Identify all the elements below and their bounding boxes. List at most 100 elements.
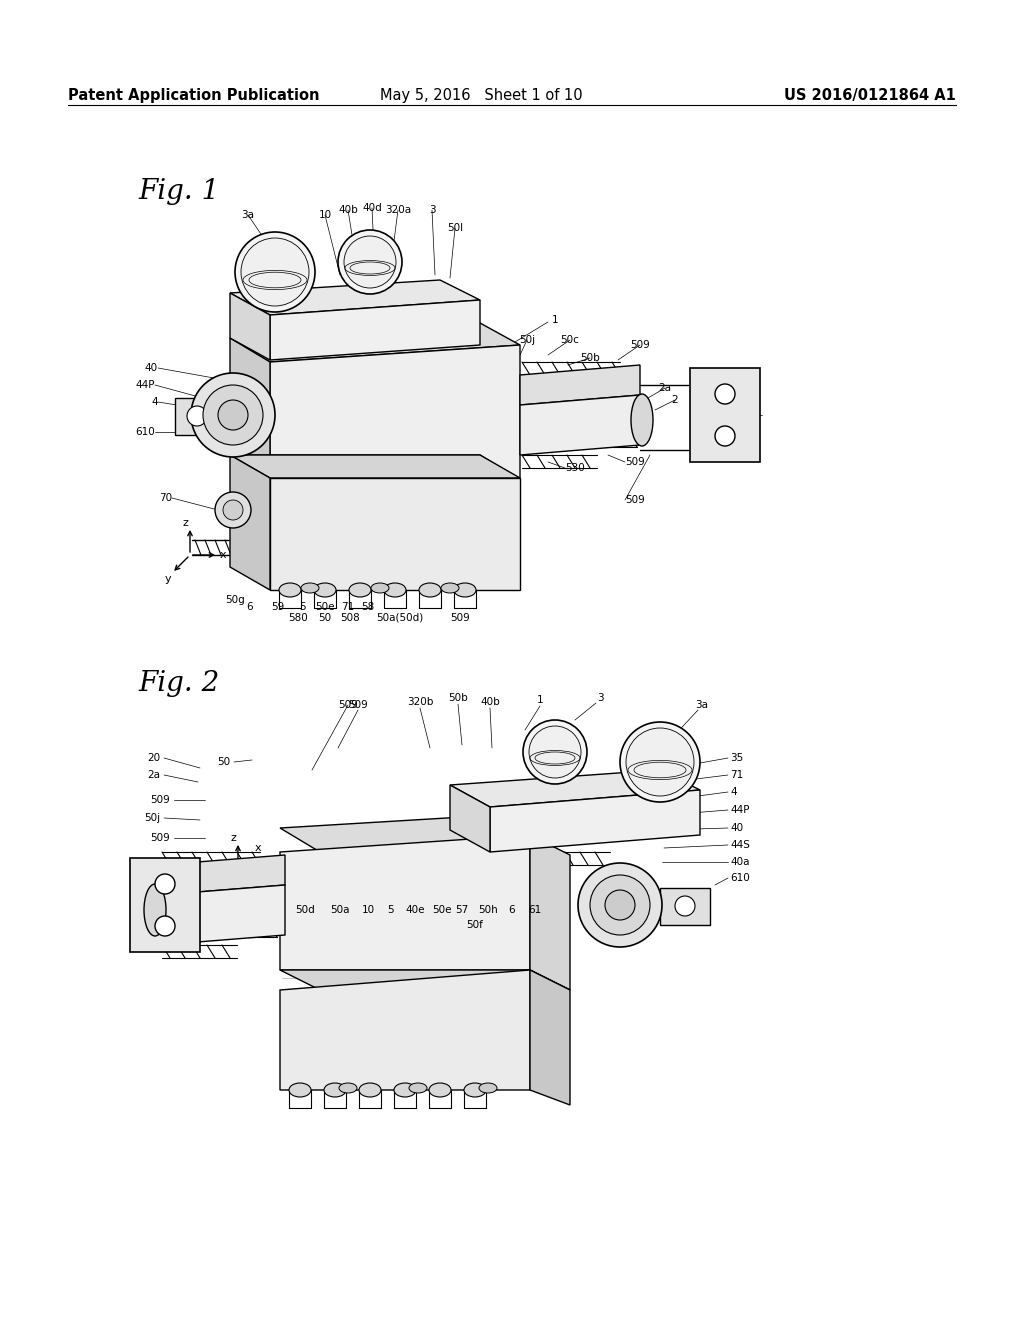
Text: 40: 40 (144, 363, 158, 374)
Polygon shape (490, 789, 700, 851)
Text: 50g: 50g (225, 595, 245, 605)
Polygon shape (230, 323, 520, 362)
Ellipse shape (314, 583, 336, 597)
Ellipse shape (359, 1082, 381, 1097)
Text: 5: 5 (387, 906, 393, 915)
Ellipse shape (339, 1082, 357, 1093)
Text: 50b: 50b (581, 352, 600, 363)
Text: 509: 509 (625, 457, 645, 467)
Circle shape (626, 729, 694, 796)
Text: 50e: 50e (432, 906, 452, 915)
Text: y: y (165, 574, 171, 583)
Text: 59: 59 (271, 602, 285, 612)
Ellipse shape (349, 583, 371, 597)
Polygon shape (230, 455, 270, 590)
Polygon shape (230, 338, 270, 480)
Ellipse shape (144, 884, 166, 936)
Text: 4: 4 (152, 397, 158, 407)
Ellipse shape (454, 583, 476, 597)
Text: 3a: 3a (695, 700, 709, 710)
Polygon shape (130, 858, 200, 952)
Polygon shape (160, 884, 285, 945)
Text: 50d: 50d (295, 906, 314, 915)
Text: 3a: 3a (242, 210, 255, 220)
Text: 610: 610 (135, 426, 155, 437)
Polygon shape (280, 836, 530, 970)
Text: 2: 2 (672, 395, 678, 405)
Ellipse shape (324, 1082, 346, 1097)
Text: 2a: 2a (147, 770, 160, 780)
Ellipse shape (631, 393, 653, 446)
Text: 4: 4 (730, 787, 736, 797)
Text: 50j: 50j (519, 335, 536, 345)
Text: May 5, 2016   Sheet 1 of 10: May 5, 2016 Sheet 1 of 10 (380, 88, 583, 103)
Polygon shape (230, 293, 270, 360)
Text: 50a: 50a (331, 906, 350, 915)
Polygon shape (280, 813, 570, 851)
Text: 1: 1 (552, 315, 558, 325)
Text: 5: 5 (299, 602, 305, 612)
Text: Fig. 2: Fig. 2 (138, 671, 219, 697)
Text: 509: 509 (151, 795, 170, 805)
Circle shape (187, 407, 207, 426)
Text: 50c: 50c (560, 335, 580, 345)
Circle shape (578, 863, 662, 946)
Circle shape (529, 726, 581, 777)
Text: 580: 580 (288, 612, 308, 623)
Text: 3: 3 (429, 205, 435, 215)
Ellipse shape (289, 1082, 311, 1097)
Text: 50f: 50f (467, 920, 483, 931)
Text: 57: 57 (456, 906, 469, 915)
Text: 610: 610 (730, 873, 750, 883)
Text: 3: 3 (597, 693, 603, 704)
Ellipse shape (441, 583, 459, 593)
Polygon shape (280, 970, 570, 990)
Ellipse shape (464, 1082, 486, 1097)
Circle shape (590, 875, 650, 935)
Ellipse shape (301, 583, 319, 593)
Polygon shape (160, 855, 285, 895)
Text: 50h: 50h (478, 906, 498, 915)
Text: 10: 10 (361, 906, 375, 915)
Text: 50c: 50c (211, 883, 230, 894)
Circle shape (234, 232, 315, 312)
Polygon shape (690, 368, 760, 462)
Text: 71: 71 (341, 602, 354, 612)
Polygon shape (520, 395, 640, 455)
Ellipse shape (371, 583, 389, 593)
Text: 40d: 40d (362, 203, 382, 213)
Text: US 2016/0121864 A1: US 2016/0121864 A1 (784, 88, 956, 103)
Polygon shape (230, 455, 520, 480)
Polygon shape (450, 785, 490, 851)
Polygon shape (530, 970, 570, 1105)
Circle shape (715, 384, 735, 404)
Circle shape (215, 492, 251, 528)
Text: 44S: 44S (730, 840, 750, 850)
Text: 50b: 50b (449, 693, 468, 704)
Polygon shape (270, 345, 520, 480)
Text: 40e: 40e (406, 906, 425, 915)
Text: 50a(50d): 50a(50d) (377, 612, 424, 623)
Polygon shape (270, 478, 520, 590)
Polygon shape (530, 836, 570, 990)
Text: 320a: 320a (385, 205, 411, 215)
Text: 58: 58 (361, 602, 375, 612)
Text: 509: 509 (630, 341, 650, 350)
Text: z: z (182, 517, 188, 528)
Text: 70: 70 (159, 492, 172, 503)
Circle shape (605, 890, 635, 920)
Text: 509: 509 (625, 495, 645, 506)
Text: x: x (255, 843, 261, 853)
Text: 509: 509 (348, 700, 368, 710)
Text: 2a: 2a (658, 383, 672, 393)
Polygon shape (175, 399, 220, 436)
Circle shape (155, 916, 175, 936)
Text: 50l: 50l (446, 223, 463, 234)
Text: 40a: 40a (730, 857, 750, 867)
Text: 509: 509 (338, 700, 357, 710)
Circle shape (155, 874, 175, 894)
Text: 71: 71 (730, 770, 743, 780)
Text: 6: 6 (247, 602, 253, 612)
Circle shape (675, 896, 695, 916)
Text: Fig. 1: Fig. 1 (138, 178, 219, 205)
